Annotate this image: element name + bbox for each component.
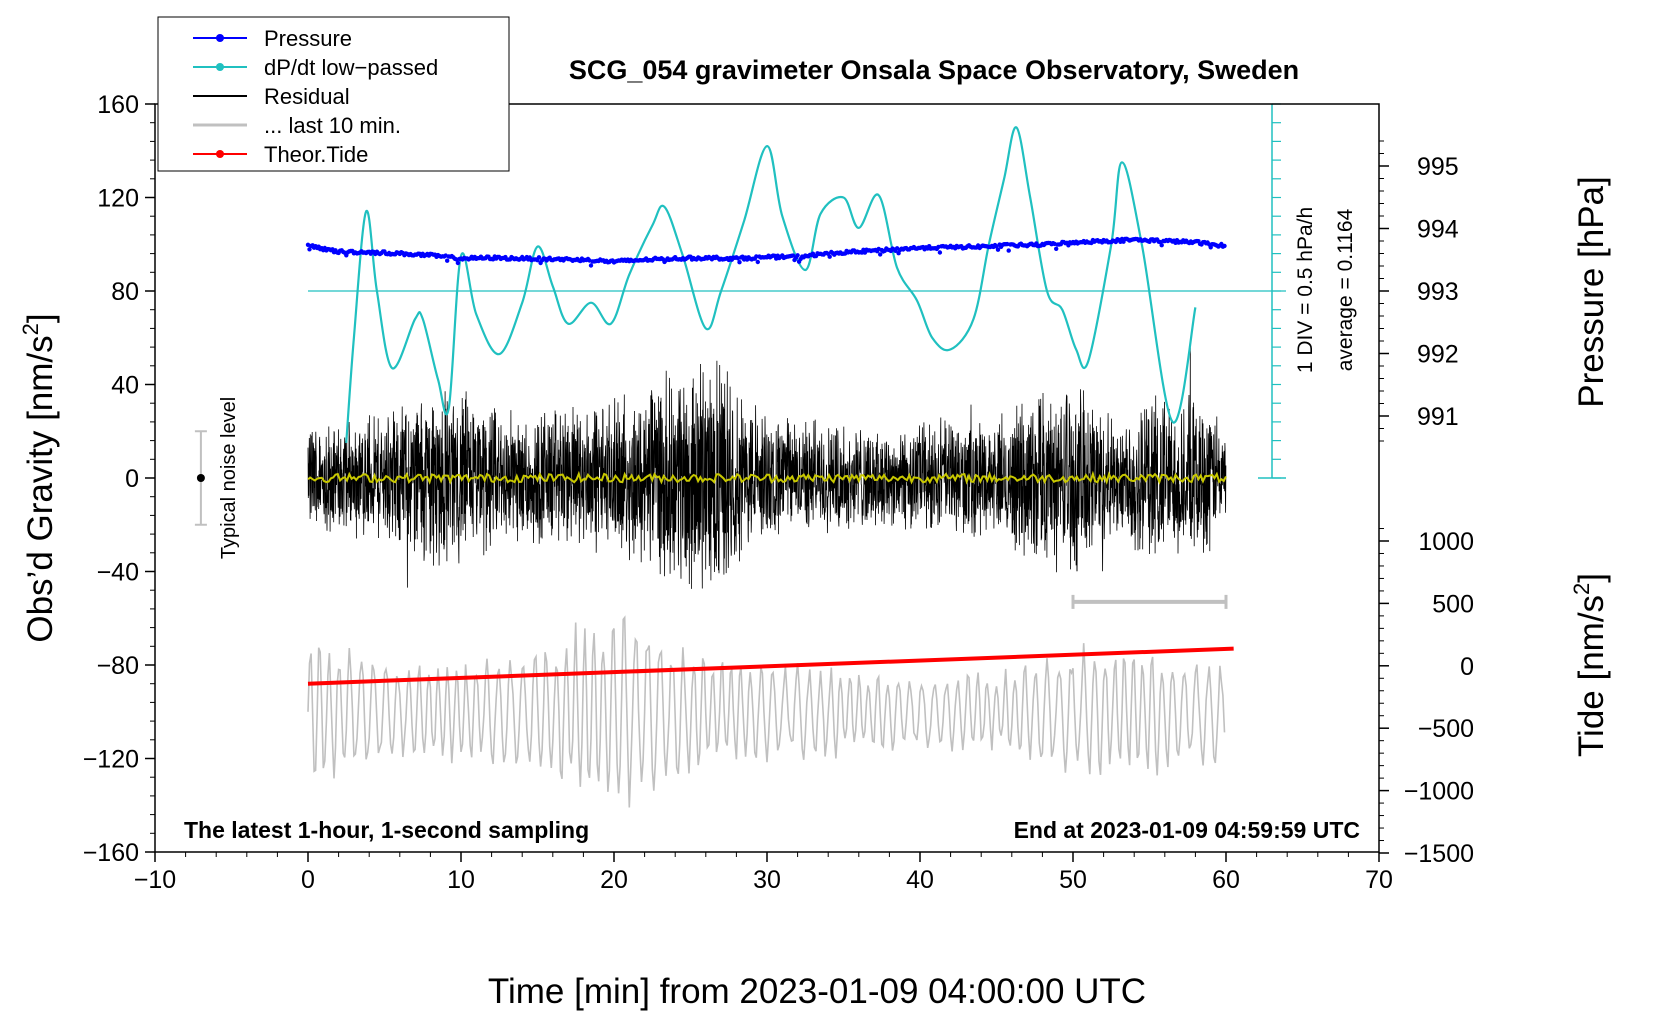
legend-label: Pressure [264,26,352,51]
tide-tick-label: 500 [1432,590,1474,618]
y-tick-label: −40 [97,559,139,587]
legend-label: Theor.Tide [264,142,368,167]
legend-entry: dP/dt low−passed [193,55,438,80]
noise-level-label: Typical noise level [218,397,240,559]
legend-entry: ... last 10 min. [193,113,401,138]
tide-tick-label: −1500 [1404,840,1474,868]
tide-axis-label-sup: 2 [1569,583,1594,595]
legend-box [157,16,510,172]
pressure-point [1222,243,1227,249]
pressure-point [1006,248,1011,253]
legend-label: Residual [264,84,350,109]
x-tick-label: 10 [447,866,475,894]
residual-lowpass-trace [307,470,1227,485]
pressure-point [995,247,1001,252]
legend-label: ... last 10 min. [264,113,401,138]
pressure-axis-label: Pressure [hPa] [1572,176,1611,408]
pressure-point [937,250,943,255]
x-tick-label: 60 [1212,866,1240,894]
y-tick-label: 40 [111,372,139,400]
pressure-points [305,236,1227,268]
legend-entry: Residual [193,84,350,109]
axes-layer: −10 0 10 20 30 40 50 60 70 −160 −120 −80 −40 0 40 80 120… [83,91,1474,894]
y-tick-label: 0 [125,465,139,493]
annotation-end-time: End at 2023-01-09 04:59:59 UTC [1014,817,1360,843]
legend-swatch-marker [216,34,224,42]
chart-title: SCG_054 gravimeter Onsala Space Observat… [569,55,1299,85]
y-tick-label: −80 [97,652,139,680]
tide-tick-label: −500 [1418,715,1474,743]
pressure-tick-label: 994 [1417,216,1459,244]
y-tick-label: 160 [97,91,139,119]
tide-trace [307,646,1234,686]
y-axis-label-sup: 2 [18,323,43,335]
pressure-point [827,254,832,259]
legend-swatch-marker [216,150,224,158]
y-tick-label: 80 [111,278,139,306]
pressure-point [455,260,461,266]
residual-trace [307,347,1227,589]
legend-label: dP/dt low−passed [264,55,438,80]
y-axis-label: Obs’d Gravity [nm/s2] [18,313,60,642]
noise-bar-center [196,474,205,482]
pressure-tick-label: 991 [1417,403,1459,431]
y-axis-label-main: Obs’d Gravity [nm/s [21,335,60,642]
y-tick-label: 120 [97,185,139,213]
x-tick-label: 0 [301,866,315,894]
x-tick-label: 20 [600,866,628,894]
tide-axis-label: Tide [nm/s2] [1569,573,1611,757]
series-layer [194,103,1286,808]
y-tick-label: −160 [83,839,139,867]
tide-axis-label-main: Tide [nm/s [1572,595,1611,757]
y-axis-label-end: ] [21,313,60,323]
pressure-point [1054,246,1059,251]
tide-axis-label-end: ] [1572,573,1611,583]
tide-tick-label: −1000 [1404,778,1474,806]
pressure-point [1159,243,1164,248]
y-tick-label: −120 [83,746,139,774]
x-tick-label: 40 [906,866,934,894]
pressure-point [878,252,883,257]
pressure-tick-label: 992 [1417,341,1459,369]
legend-entry: Theor.Tide [193,142,368,167]
pressure-point [737,260,742,265]
annotation-sampling: The latest 1-hour, 1-second sampling [184,817,589,843]
pressure-tick-label: 993 [1417,278,1459,306]
x-axis-label: Time [min] from 2023-01-09 04:00:00 UTC [488,972,1146,1011]
dpdt-div-label: 1 DIV = 0.5 hPa/h [1294,207,1317,373]
tide-tick-label: 0 [1460,653,1474,681]
legend-swatch-marker [216,63,224,71]
last10-trace [307,615,1226,808]
legend-entry: Pressure [193,26,352,51]
tide-tick-label: 1000 [1418,528,1474,556]
pressure-point [755,259,760,265]
x-tick-label: −10 [134,866,176,894]
pressure-point [588,263,594,268]
x-tick-label: 50 [1059,866,1087,894]
pressure-point [536,255,542,260]
pressure-point [445,258,450,263]
dpdt-average-label: average = 0.1164 [1334,208,1357,371]
x-tick-label: 70 [1365,866,1393,894]
pressure-point [795,253,800,258]
x-tick-label: 30 [753,866,781,894]
legend: Pressure dP/dt low−passed Residual ... last… [157,16,510,172]
pressure-tick-label: 995 [1417,153,1459,181]
pressure-point [307,247,312,252]
dpdt-trace [345,126,1197,444]
